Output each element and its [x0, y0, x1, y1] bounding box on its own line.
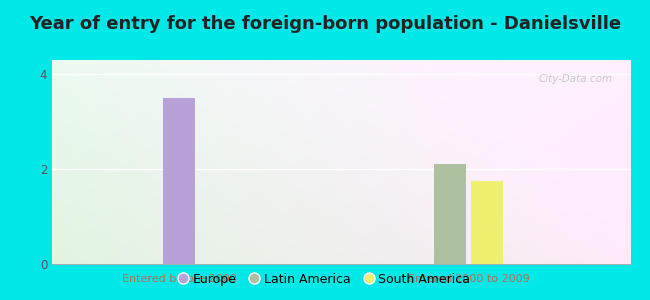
Bar [471, 181, 503, 264]
Legend: Europe, Latin America, South America: Europe, Latin America, South America [175, 268, 475, 291]
Bar [434, 164, 465, 264]
Bar [163, 98, 195, 264]
Text: Year of entry for the foreign-born population - Danielsville: Year of entry for the foreign-born popul… [29, 15, 621, 33]
Text: City-Data.com: City-Data.com [539, 74, 613, 84]
